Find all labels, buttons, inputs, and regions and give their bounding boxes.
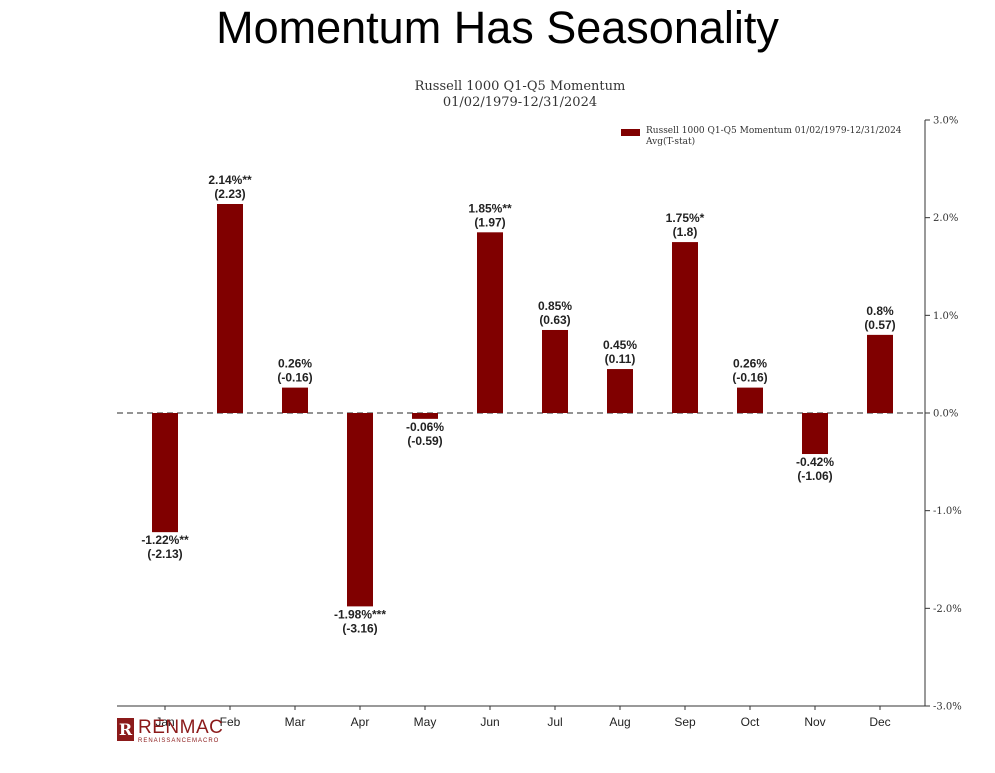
x-tick-label: Mar: [285, 715, 306, 729]
logo-name: RENMAC: [138, 717, 224, 738]
bar-oct: [737, 387, 763, 413]
legend-entry-tstat: Avg(T-stat): [645, 136, 695, 147]
logo-mark: R: [117, 718, 134, 741]
bar-apr: [347, 413, 373, 607]
slide-title: Momentum Has Seasonality: [216, 2, 779, 53]
data-label-tstat: (-0.16): [277, 371, 312, 385]
x-tick-label: Jan: [155, 715, 174, 729]
bar-aug: [607, 369, 633, 413]
renmac-logo: R RENMAC RENAISSANCEMACRO: [117, 718, 223, 744]
bar-feb: [217, 203, 243, 413]
data-label-value: -0.06%: [406, 420, 444, 434]
data-label-tstat: (0.57): [864, 318, 895, 332]
y-tick-label: -3.0%: [933, 702, 962, 713]
chart-subtitle: 01/02/1979-12/31/2024: [443, 95, 597, 110]
chart-legend: Russell 1000 Q1-Q5 Momentum 01/02/1979-1…: [621, 126, 902, 147]
chart-title: Russell 1000 Q1-Q5 Momentum: [415, 79, 626, 94]
data-label-tstat: (-2.13): [147, 547, 182, 561]
data-label-tstat: (1.97): [474, 215, 505, 229]
data-label-value: 1.75%*: [666, 211, 705, 225]
data-label-value: 0.26%: [733, 357, 767, 371]
data-label-tstat: (-0.16): [732, 371, 767, 385]
x-tick-label: Jun: [480, 715, 499, 729]
x-tick-label: May: [414, 715, 437, 729]
y-tick-label: 0.0%: [933, 409, 958, 420]
y-tick-label: 3.0%: [933, 116, 958, 127]
data-label-tstat: (-0.59): [407, 434, 442, 448]
x-tick-label: Aug: [609, 715, 630, 729]
y-tick-label: -1.0%: [933, 506, 962, 517]
legend-entry-series: Russell 1000 Q1-Q5 Momentum 01/02/1979-1…: [646, 126, 902, 136]
x-tick-label: Oct: [741, 715, 760, 729]
logo-tagline: RENAISSANCEMACRO: [138, 738, 220, 744]
bar-sep: [672, 242, 698, 413]
data-label-value: 2.14%**: [208, 173, 252, 187]
bar-jul: [542, 329, 568, 413]
data-label-value: -1.22%**: [141, 533, 189, 547]
bar-dec: [867, 334, 893, 413]
data-label-tstat: (1.8): [673, 225, 698, 239]
data-label-value: -1.98%***: [334, 607, 386, 621]
data-label-tstat: (2.23): [214, 187, 245, 201]
bar-jan: [152, 413, 178, 533]
data-label-value: 0.45%: [603, 338, 637, 352]
x-tick-label: Feb: [220, 715, 241, 729]
x-tick-label: Nov: [804, 715, 825, 729]
data-label-value: 0.85%: [538, 299, 572, 313]
data-label-value: 0.26%: [278, 357, 312, 371]
data-label-tstat: (-3.16): [342, 621, 377, 635]
data-label-tstat: (0.63): [539, 313, 570, 327]
x-tick-label: Jul: [547, 715, 562, 729]
data-label-value: 1.85%**: [468, 201, 512, 215]
bar-jun: [477, 232, 503, 413]
x-tick-label: Dec: [869, 715, 890, 729]
legend-swatch: [621, 129, 640, 136]
y-tick-label: -2.0%: [933, 604, 962, 615]
data-label-value: 0.8%: [866, 304, 894, 318]
bar-mar: [282, 387, 308, 413]
bar-nov: [802, 413, 828, 455]
y-tick-label: 1.0%: [933, 311, 958, 322]
x-tick-label: Sep: [674, 715, 696, 729]
data-label-value: -0.42%: [796, 455, 834, 469]
data-label-tstat: (0.11): [605, 352, 636, 366]
x-tick-label: Apr: [351, 715, 370, 729]
data-label-tstat: (-1.06): [797, 469, 832, 483]
plot-area: 3.0% 2.0% 1.0% 0.0% -1.0% -2.0% -3.0% Jan -1.22%…: [117, 116, 962, 729]
y-tick-label: 2.0%: [933, 213, 958, 224]
bar-may: [412, 413, 438, 419]
